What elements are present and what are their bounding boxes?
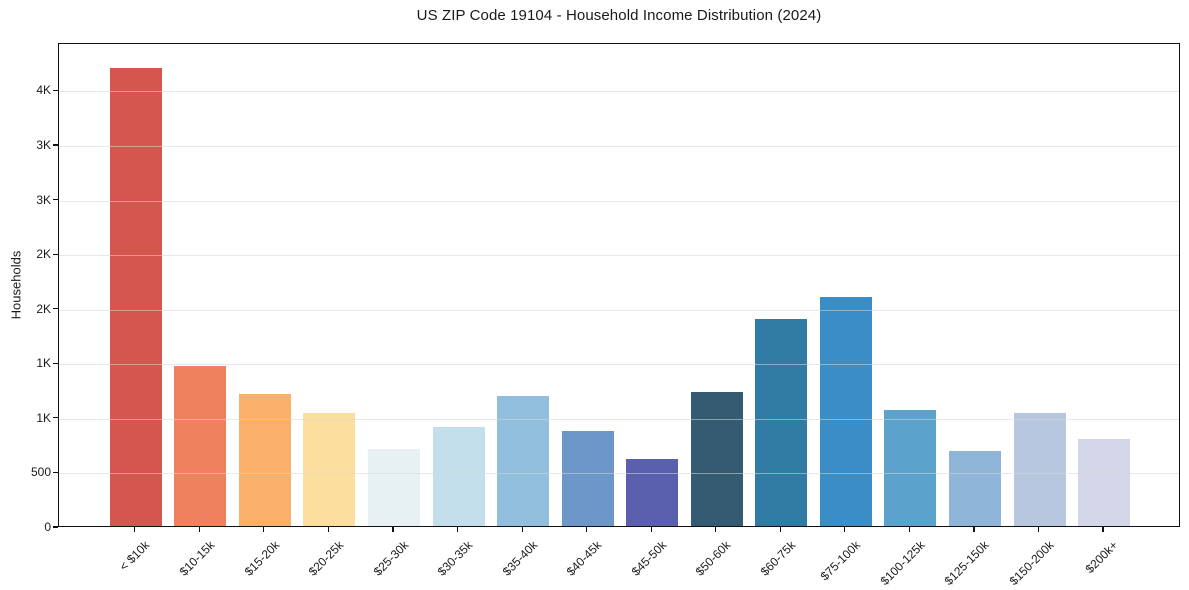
- x-tick-label-$35-40k: $35-40k: [499, 538, 541, 579]
- chart-title: US ZIP Code 19104 - Household Income Dis…: [416, 7, 822, 24]
- bar-$100-125k: [884, 410, 937, 526]
- x-tick-label-< $10k: < $10k: [117, 538, 153, 574]
- bar-$45-50k: [626, 459, 679, 526]
- x-tick-label-$15-20k: $15-20k: [241, 538, 282, 579]
- gridline-3500: [59, 146, 1179, 148]
- plot-canvas: [59, 44, 1179, 526]
- x-tick-label-$200k+: $200k+: [1082, 538, 1121, 576]
- x-tick-mark: [198, 527, 200, 532]
- x-tick-label-$75-100k: $75-100k: [817, 538, 863, 584]
- x-tick-mark: [908, 527, 910, 532]
- y-tick-label: 3K: [36, 138, 51, 153]
- x-tick-mark: [779, 527, 781, 532]
- y-tick-mark: [53, 199, 58, 201]
- x-tick-mark: [586, 527, 588, 532]
- gridline-500: [59, 473, 1179, 475]
- x-tick-mark: [1102, 527, 1104, 532]
- bar-$10-15k: [174, 365, 227, 526]
- bar-$35-40k: [497, 396, 550, 526]
- y-tick-mark: [53, 308, 58, 310]
- x-tick-mark: [392, 527, 394, 532]
- x-tick-label-$10-15k: $10-15k: [176, 538, 218, 579]
- y-tick-label: 0: [44, 520, 51, 534]
- y-tick-mark: [53, 253, 58, 255]
- x-tick-mark: [263, 527, 265, 532]
- x-tick-label-$20-25k: $20-25k: [305, 538, 347, 579]
- x-tick-label-$125-150k: $125-150k: [941, 538, 992, 589]
- gridline-2500: [59, 255, 1179, 257]
- x-tick-label-$100-125k: $100-125k: [877, 538, 928, 589]
- x-tick-label-$40-45k: $40-45k: [563, 538, 605, 579]
- gridline-1000: [59, 418, 1179, 420]
- gridline-1500: [59, 364, 1179, 366]
- y-tick-mark: [53, 471, 58, 474]
- y-tick-label: 4K: [36, 83, 51, 98]
- bar-$30-35k: [432, 426, 485, 526]
- plot-area: [58, 43, 1180, 527]
- y-tick-label: 500: [30, 465, 51, 480]
- gridline-4000: [59, 91, 1179, 93]
- bar-$20-25k: [303, 412, 356, 526]
- bar-< $10k: [109, 67, 162, 526]
- bar-$200k+: [1078, 438, 1131, 526]
- y-tick-label: 1K: [36, 410, 51, 425]
- x-tick-mark: [327, 527, 330, 532]
- bar-$15-20k: [238, 393, 291, 526]
- bar-$25-30k: [368, 448, 420, 526]
- bar-$125-150k: [948, 450, 1001, 526]
- x-tick-label-$30-35k: $30-35k: [434, 538, 476, 579]
- x-tick-mark: [456, 527, 459, 532]
- x-tick-mark: [134, 527, 136, 532]
- y-tick-label: 2K: [36, 247, 51, 262]
- y-tick-label: 3K: [36, 192, 51, 207]
- bar-$50-60k: [690, 391, 743, 526]
- bar-$150-200k: [1013, 412, 1066, 526]
- y-tick-label: 2K: [36, 301, 51, 316]
- x-tick-mark: [715, 527, 717, 532]
- x-tick-mark: [844, 527, 846, 532]
- x-tick-mark: [521, 527, 523, 532]
- bar-$60-75k: [755, 318, 808, 526]
- x-tick-mark: [1037, 527, 1040, 532]
- x-tick-label-$45-50k: $45-50k: [628, 538, 670, 579]
- x-tick-mark: [973, 527, 975, 532]
- y-tick-label: 1K: [36, 356, 51, 371]
- y-tick-mark: [53, 526, 58, 528]
- x-tick-label-$25-30k: $25-30k: [370, 538, 411, 579]
- x-tick-label-$50-60k: $50-60k: [693, 538, 734, 579]
- gridline-2000: [59, 309, 1179, 311]
- gridline-3000: [59, 200, 1179, 202]
- x-tick-label-$150-200k: $150-200k: [1006, 538, 1057, 589]
- y-tick-mark: [53, 362, 58, 364]
- x-tick-mark: [650, 527, 652, 532]
- y-tick-mark: [53, 144, 58, 146]
- bar-$75-100k: [819, 296, 872, 526]
- y-tick-mark: [53, 89, 58, 92]
- x-tick-label-$60-75k: $60-75k: [757, 538, 799, 579]
- y-tick-mark: [53, 417, 58, 419]
- bar-$40-45k: [561, 431, 614, 526]
